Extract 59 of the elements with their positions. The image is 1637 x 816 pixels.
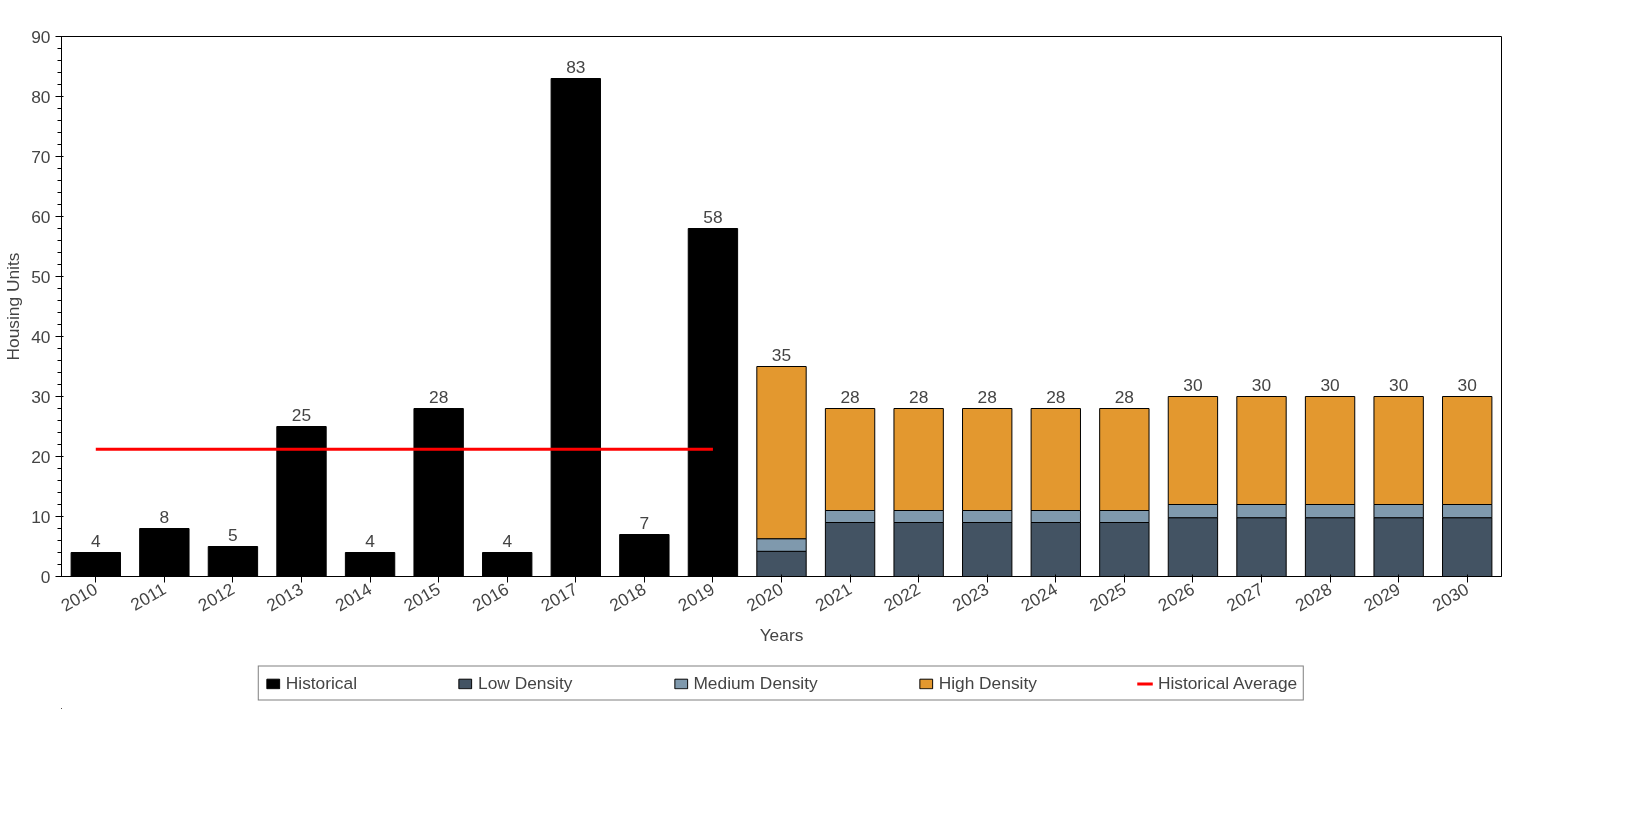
x-tick-label: 2014 — [331, 578, 376, 616]
x-tick-label: 2023 — [948, 578, 993, 616]
total-label: 30 — [1183, 374, 1203, 395]
x-tick-label: 2026 — [1154, 578, 1198, 616]
total-label: 28 — [1046, 386, 1066, 407]
total-label: 30 — [1457, 374, 1477, 395]
y-axis-title: Housing Units — [3, 252, 24, 361]
total-label: 35 — [771, 344, 792, 365]
total-label: 30 — [1251, 374, 1272, 395]
data-label: 25 — [291, 404, 312, 425]
x-tick-label: 2028 — [1291, 578, 1336, 616]
legend-label: Historical — [285, 672, 358, 694]
data-label: 83 — [566, 56, 586, 77]
legend-label: Low Density — [478, 672, 573, 694]
x-axis-title: Years — [759, 625, 804, 646]
legend-label: High Density — [938, 672, 1037, 694]
y-tick-label: 0 — [40, 566, 51, 587]
x-tick-label: 2025 — [1085, 578, 1130, 616]
x-tick-label: 2029 — [1360, 578, 1404, 616]
x-tick-label: 2022 — [880, 578, 924, 616]
y-tick-label: 30 — [31, 386, 51, 407]
y-tick-label: 80 — [31, 86, 51, 107]
y-tick-label: 60 — [31, 206, 51, 227]
legend-label: Medium Density — [693, 672, 818, 694]
y-tick-label: 10 — [31, 506, 51, 527]
y-tick-label: 70 — [31, 146, 51, 167]
x-tick-label: 2016 — [468, 578, 513, 616]
x-tick-label: 2018 — [605, 578, 650, 616]
x-tick-label: 2021 — [811, 578, 856, 616]
data-label: 7 — [639, 512, 650, 533]
x-tick-label: 2017 — [537, 578, 581, 616]
data-label: 4 — [502, 530, 513, 551]
y-tick-label: 90 — [31, 26, 51, 47]
legend-label: Historical Average — [1157, 672, 1298, 694]
data-label: 58 — [703, 206, 723, 227]
x-tick-label: 2015 — [400, 578, 444, 616]
x-tick-label: 2030 — [1428, 578, 1473, 616]
x-tick-label: 2013 — [263, 578, 307, 616]
x-tick-label: 2011 — [127, 578, 170, 615]
total-label: 30 — [1389, 374, 1409, 395]
x-tick-label: 2020 — [743, 578, 787, 616]
total-label: 28 — [1114, 386, 1134, 407]
y-tick-label: 50 — [31, 266, 51, 287]
total-label: 28 — [909, 386, 929, 407]
x-tick-label: 2010 — [57, 578, 101, 616]
x-tick-label: 2024 — [1017, 578, 1062, 616]
data-label: 4 — [365, 530, 376, 551]
data-label: 5 — [228, 524, 238, 545]
y-tick-label: 20 — [31, 446, 51, 467]
y-tick-label: 40 — [31, 326, 51, 347]
x-tick-label: 2027 — [1223, 578, 1267, 616]
data-label: 8 — [159, 506, 170, 527]
total-label: 28 — [977, 386, 997, 407]
x-tick-label: 2019 — [674, 578, 718, 616]
data-label: 28 — [429, 386, 449, 407]
total-label: 28 — [840, 386, 860, 407]
total-label: 30 — [1320, 374, 1340, 395]
data-label: 4 — [90, 530, 101, 551]
x-tick-label: 2012 — [194, 578, 238, 616]
